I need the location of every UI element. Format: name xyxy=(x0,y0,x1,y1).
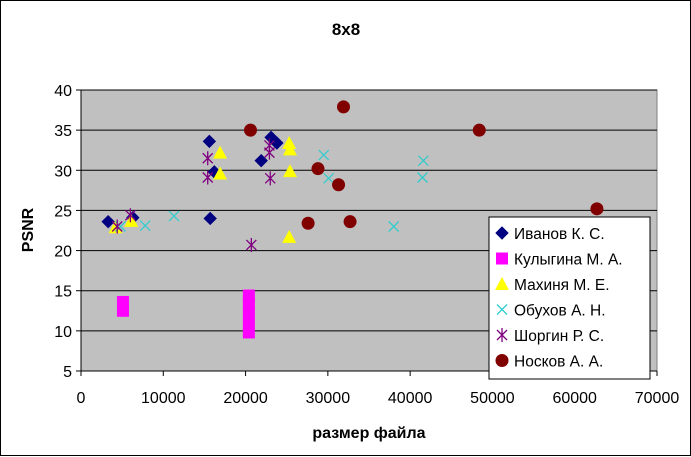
data-point xyxy=(139,220,151,232)
legend-marker xyxy=(495,277,509,290)
data-point xyxy=(336,100,350,114)
legend-item: Носков А. А. xyxy=(495,354,603,371)
y-tick-label: 35 xyxy=(54,123,72,140)
data-point xyxy=(111,219,123,234)
data-point xyxy=(318,149,330,161)
data-point xyxy=(472,123,486,137)
legend-label: Шоргин Р. С. xyxy=(514,328,604,345)
series-5 xyxy=(111,138,276,252)
data-point xyxy=(242,306,255,319)
data-points xyxy=(101,100,604,339)
series-6 xyxy=(244,100,604,230)
y-tick-label: 25 xyxy=(54,203,72,220)
x-tick-label: 30000 xyxy=(306,390,351,407)
data-point xyxy=(202,170,214,185)
y-tick-label: 15 xyxy=(54,284,72,301)
data-point xyxy=(202,134,217,149)
x-tick-label: 10000 xyxy=(141,390,186,407)
data-point xyxy=(244,123,258,137)
data-point xyxy=(202,151,214,166)
x-tick-label: 20000 xyxy=(223,390,268,407)
legend-item: Обухов А. Н. xyxy=(496,303,606,320)
axes: 5 10 15 20 25 30 35 40 0 10000 20000 30000 40000 5000… xyxy=(54,83,679,407)
data-point xyxy=(242,326,255,339)
data-point xyxy=(108,220,123,234)
data-point xyxy=(203,211,217,226)
legend-item: Иванов К. С. xyxy=(495,226,605,243)
y-tick-label: 10 xyxy=(54,324,72,341)
legend-marker xyxy=(496,252,508,265)
x-axis-title: размер файла xyxy=(312,425,425,442)
data-point xyxy=(332,178,346,192)
data-point xyxy=(213,166,228,180)
data-point xyxy=(311,162,325,176)
legend-label: Кулыгина М. А. xyxy=(514,252,623,269)
legend-item: Кулыгина М. А. xyxy=(496,252,623,269)
data-point xyxy=(282,229,297,243)
legend-label: Иванов К. С. xyxy=(514,226,605,243)
x-tick-label: 50000 xyxy=(470,390,515,407)
data-point xyxy=(270,136,284,150)
legend-item: Шоргин Р. С. xyxy=(496,328,604,345)
data-point xyxy=(124,208,136,223)
x-tick-label: 0 xyxy=(77,390,86,407)
legend-marker xyxy=(495,354,509,367)
chart-title: 8x8 xyxy=(332,20,360,39)
legend-label: Махиня М. Е. xyxy=(514,277,610,294)
data-point xyxy=(213,145,228,159)
y-axis-title: PSNR xyxy=(20,207,37,252)
legend-label: Носков А. А. xyxy=(514,354,603,371)
data-point xyxy=(283,164,298,178)
legend-marker xyxy=(496,304,508,315)
series-3 xyxy=(108,135,298,243)
data-point xyxy=(168,210,180,222)
data-point xyxy=(388,221,400,232)
data-point xyxy=(242,316,255,329)
data-point xyxy=(254,153,268,168)
legend-marker xyxy=(495,226,509,240)
data-point xyxy=(323,172,335,184)
y-tick-label: 5 xyxy=(63,364,72,381)
data-point xyxy=(263,138,275,153)
data-point xyxy=(417,172,428,183)
data-point xyxy=(124,213,139,227)
data-point xyxy=(282,135,297,149)
data-point xyxy=(264,171,276,186)
x-tick-label: 70000 xyxy=(635,390,680,407)
legend-label: Обухов А. Н. xyxy=(514,303,606,320)
series-4 xyxy=(115,149,429,232)
data-point xyxy=(417,155,429,167)
series-2 xyxy=(116,289,255,339)
data-point xyxy=(283,142,298,156)
legend-box xyxy=(488,216,651,380)
data-point xyxy=(590,202,604,216)
legend-marker xyxy=(496,328,508,342)
x-tick-label: 40000 xyxy=(388,390,433,407)
data-point xyxy=(242,289,255,302)
legend: Иванов К. С. Кулыгина М. А. Махиня М. Е. Об… xyxy=(488,216,651,380)
y-tick-label: 20 xyxy=(54,244,72,261)
y-tick-label: 30 xyxy=(54,163,72,180)
data-point xyxy=(343,215,357,229)
data-point xyxy=(101,214,115,229)
data-point xyxy=(301,216,315,230)
legend-item: Махиня М. Е. xyxy=(495,277,610,294)
data-point xyxy=(116,295,129,308)
data-point xyxy=(245,237,257,252)
x-tick-label: 60000 xyxy=(552,390,597,407)
y-tick-label: 40 xyxy=(54,83,72,100)
